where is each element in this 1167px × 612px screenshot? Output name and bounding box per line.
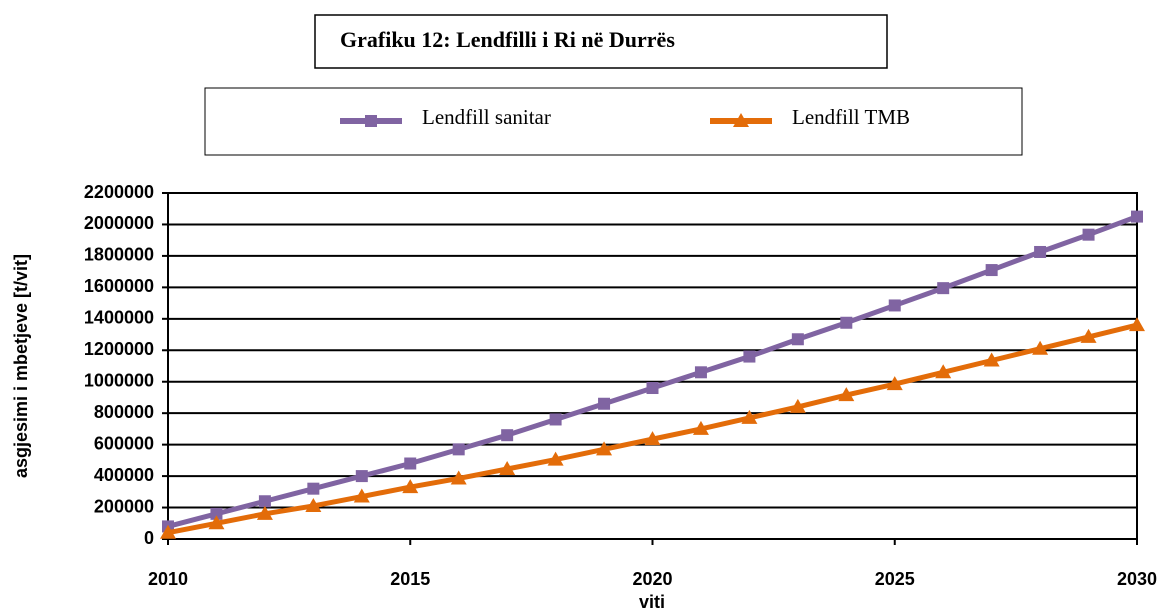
x-tick-label: 2030 [1117, 569, 1157, 589]
data-point [402, 479, 419, 494]
y-tick-label: 1000000 [84, 370, 154, 390]
data-point [501, 429, 514, 442]
data-point [1032, 340, 1049, 355]
data-point [307, 482, 320, 495]
data-point [452, 443, 465, 456]
legend-label: Lendfill sanitar [422, 105, 551, 129]
data-point [258, 495, 271, 508]
data-point [1131, 210, 1143, 223]
data-point [547, 451, 564, 466]
legend-label: Lendfill TMB [792, 105, 910, 129]
data-point [743, 350, 756, 363]
x-axis-label: viti [639, 592, 665, 612]
y-tick-label: 1200000 [84, 339, 154, 359]
y-tick-label: 200000 [94, 496, 154, 516]
data-point [886, 376, 903, 391]
data-point [791, 333, 804, 346]
data-point [741, 409, 758, 424]
title-box [314, 14, 888, 69]
x-tick-label: 2015 [390, 569, 430, 589]
data-point [937, 282, 950, 295]
y-tick-label: 600000 [94, 433, 154, 453]
legend-marker [365, 115, 377, 127]
data-point [499, 461, 516, 476]
data-point [404, 457, 417, 470]
y-tick-label: 2200000 [84, 182, 154, 202]
data-point [692, 420, 709, 435]
data-point [596, 441, 613, 456]
data-point [840, 316, 853, 329]
data-point [450, 470, 467, 485]
data-point [1082, 228, 1095, 241]
y-tick-label: 800000 [94, 402, 154, 422]
legend-marker [733, 113, 749, 127]
data-point [888, 299, 901, 312]
data-point [789, 398, 806, 413]
y-tick-label: 2000000 [84, 213, 154, 233]
data-point [353, 488, 370, 503]
x-tick-label: 2010 [148, 569, 188, 589]
data-point [210, 507, 223, 520]
y-tick-label: 0 [144, 528, 154, 548]
data-point [838, 387, 855, 402]
data-point [598, 397, 611, 410]
data-point [1080, 328, 1097, 343]
y-tick-label: 1400000 [84, 308, 154, 328]
x-tick-label: 2020 [632, 569, 672, 589]
y-tick-label: 1800000 [84, 245, 154, 265]
x-tick-label: 2025 [875, 569, 915, 589]
y-tick-label: 400000 [94, 465, 154, 485]
data-point [646, 382, 659, 395]
data-point [983, 352, 1000, 367]
data-point [256, 505, 273, 520]
data-point [160, 524, 176, 539]
data-point [305, 497, 322, 512]
y-axis-label: asgjesimi i mbetjeve [t/vit] [11, 254, 31, 478]
chart-title: Grafiku 12: Lendfilli i Ri në Durrës [340, 27, 675, 52]
data-point [355, 470, 368, 483]
y-tick-label: 1600000 [84, 276, 154, 296]
data-point [549, 413, 562, 426]
data-point [644, 431, 661, 446]
data-point [1129, 317, 1145, 332]
data-point [985, 264, 998, 277]
data-point [208, 515, 225, 530]
data-point [935, 364, 952, 379]
data-point [694, 366, 707, 379]
data-point [1034, 245, 1047, 258]
